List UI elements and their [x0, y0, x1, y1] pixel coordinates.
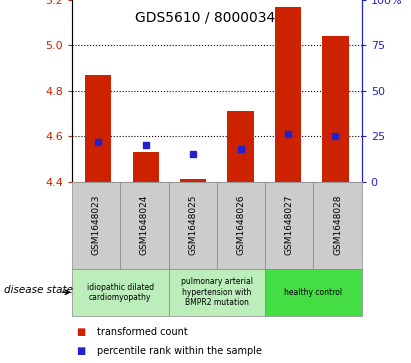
Bar: [227, 111, 254, 182]
Text: transformed count: transformed count: [97, 327, 187, 337]
Bar: [322, 36, 349, 182]
Text: percentile rank within the sample: percentile rank within the sample: [97, 346, 261, 356]
Text: pulmonary arterial
hypertension with
BMPR2 mutation: pulmonary arterial hypertension with BMP…: [181, 277, 253, 307]
Text: GSM1648023: GSM1648023: [92, 195, 101, 255]
Bar: [275, 7, 301, 181]
Text: GSM1648026: GSM1648026: [236, 195, 245, 255]
Text: GDS5610 / 8000034: GDS5610 / 8000034: [135, 11, 276, 25]
Text: GSM1648028: GSM1648028: [333, 195, 342, 255]
Text: idiopathic dilated
cardiomyopathy: idiopathic dilated cardiomyopathy: [87, 282, 154, 302]
Bar: [133, 152, 159, 182]
Text: GSM1648024: GSM1648024: [140, 195, 149, 255]
Text: GSM1648027: GSM1648027: [285, 195, 294, 255]
Text: healthy control: healthy control: [284, 288, 342, 297]
Text: ■: ■: [76, 346, 85, 356]
Text: disease state: disease state: [4, 285, 73, 295]
Bar: [180, 179, 206, 182]
Bar: [85, 75, 111, 182]
Text: GSM1648025: GSM1648025: [188, 195, 197, 255]
Text: ■: ■: [76, 327, 85, 337]
